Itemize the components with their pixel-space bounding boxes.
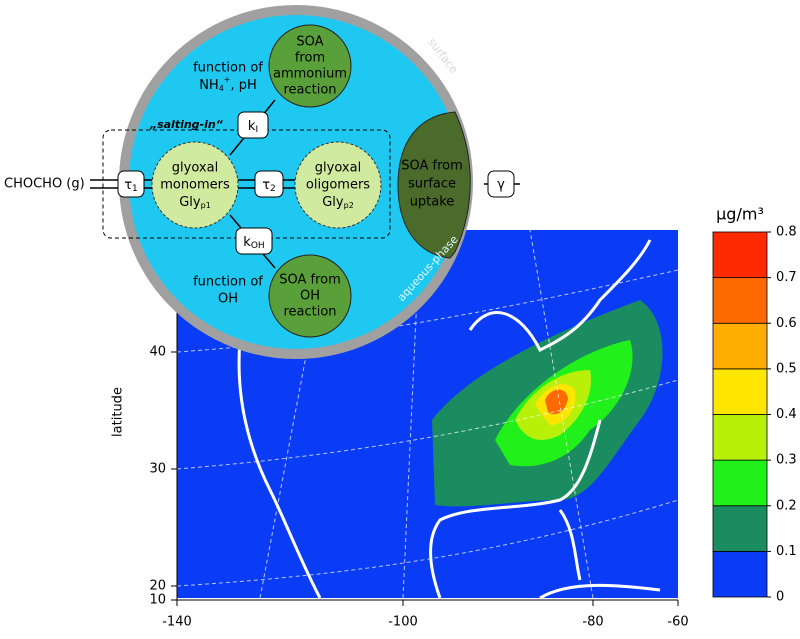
y-tick-label: 40 [149, 345, 166, 360]
nh4-line: NH4+, pH [199, 75, 257, 93]
colorbar-band [712, 368, 768, 415]
salting-label: „salting-in“ [149, 118, 224, 131]
soa-ammonium-line: ammonium [273, 67, 347, 82]
tau1: τ1 [124, 178, 138, 194]
x-tick-label: -100 [388, 615, 418, 630]
tau2-box [254, 170, 284, 198]
oligomers-line: oligomers [306, 178, 370, 193]
y-tick-label: 30 [149, 462, 166, 477]
y-tick-label: 10 [149, 593, 166, 608]
soa-ammonium-line: SOA [296, 35, 323, 50]
graticule-line [176, 379, 679, 470]
soa-ammonium-line: reaction [283, 83, 336, 98]
colorbar-tick-label: 0.7 [776, 270, 797, 285]
soa-oh-line: OH [300, 289, 320, 304]
tau2: τ2 [262, 178, 276, 194]
x-tick-label: -80 [582, 615, 603, 630]
monomers-node [151, 141, 239, 229]
colorbar-tick-label: 0.8 [776, 225, 797, 240]
ki: kI [248, 119, 258, 135]
nh4-line: function of [193, 61, 263, 76]
koh: kOH [243, 235, 264, 251]
oh-func-line: function of [193, 275, 263, 290]
monomers-line: glyoxal [172, 161, 218, 176]
gas-label: CHOCHO (g) [4, 177, 85, 192]
colorbar-band [712, 277, 768, 324]
soa-surface-line: SOA from [401, 159, 463, 174]
oligomers-species: Glyp2 [322, 195, 354, 210]
monomers-line: monomers [160, 178, 230, 193]
graticule-line [402, 229, 421, 599]
soa-ammonium-node [268, 24, 352, 108]
soa-surface-line: uptake [410, 195, 455, 210]
colorbar-tick-label: 0.5 [776, 361, 797, 376]
x-tick-label: -60 [667, 615, 688, 630]
colorbar-band [712, 550, 768, 598]
colorbar-tick-label: 0.2 [776, 498, 797, 513]
florida [558, 509, 582, 581]
soa-ammonium-line: from [295, 51, 325, 66]
colorbar-tick-label: 0.3 [776, 453, 797, 468]
monomers-species: Glyp1 [179, 195, 211, 210]
colorbar-tick-label: 0.6 [776, 316, 797, 331]
colorbar-tick-label: 0.1 [776, 544, 797, 559]
diagram: CHOCHO (g) τ1 τ2 kI kOH γ glyoxal monome… [4, 5, 520, 359]
oh-func-line: OH [218, 292, 238, 307]
oligomers-line: glyoxal [315, 161, 361, 176]
gulf-coast [429, 419, 602, 599]
plume-peak [545, 389, 568, 415]
gamma: γ [497, 178, 505, 193]
y-tick-label: 20 [149, 579, 166, 594]
colorbar-band [712, 231, 768, 279]
colorbar-unit: µg/m³ [716, 205, 764, 224]
tau1-box [117, 170, 145, 198]
colorbar: µg/m³ 0 0.1 0.2 0.3 0.4 0.5 0.6 0.7 0.8 [712, 205, 797, 605]
soa-oh-node [268, 254, 352, 338]
soa-oh-line: SOA from [279, 273, 341, 288]
graticule-line [529, 229, 594, 599]
colorbar-tick-label: 0.4 [776, 407, 797, 422]
coastlines [237, 239, 661, 600]
graticule-line [176, 499, 679, 587]
surface-region [397, 111, 471, 259]
great-lakes [468, 239, 652, 353]
west-coast [237, 339, 322, 599]
x-tick-label: -140 [162, 615, 192, 630]
gamma-box [487, 170, 515, 198]
colorbar-band [712, 459, 768, 507]
colorbar-tick-label: 0 [776, 590, 784, 605]
soa-surface-line: surface [408, 177, 456, 192]
colorbar-band [712, 505, 768, 552]
cuba [539, 583, 661, 600]
y-axis-label: latitude [111, 387, 126, 437]
koh-box [235, 227, 273, 255]
colorbar-band [712, 414, 768, 461]
oligomers-node [294, 141, 382, 229]
ki-box [237, 111, 269, 139]
colorbar-band [712, 322, 768, 370]
soa-oh-line: reaction [283, 305, 336, 320]
